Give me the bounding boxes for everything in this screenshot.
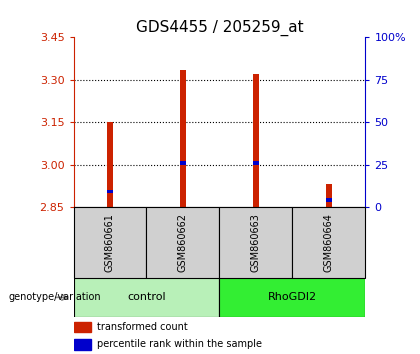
Bar bbox=[326, 198, 332, 202]
Text: GSM860662: GSM860662 bbox=[178, 213, 188, 272]
Text: transformed count: transformed count bbox=[97, 322, 188, 332]
Text: GSM860664: GSM860664 bbox=[324, 213, 334, 272]
Bar bbox=[107, 190, 113, 193]
Text: RhoGDI2: RhoGDI2 bbox=[268, 292, 317, 302]
Bar bbox=[220, 207, 292, 278]
Bar bbox=[74, 339, 91, 349]
Text: genotype/variation: genotype/variation bbox=[8, 292, 101, 302]
Bar bbox=[74, 278, 220, 317]
Bar bbox=[253, 161, 259, 165]
Text: GSM860663: GSM860663 bbox=[251, 213, 261, 272]
Bar bbox=[74, 207, 147, 278]
Bar bbox=[292, 207, 365, 278]
Bar bbox=[180, 70, 186, 207]
Bar bbox=[107, 122, 113, 207]
Text: GSM860661: GSM860661 bbox=[105, 213, 115, 272]
Bar bbox=[326, 184, 332, 207]
Bar bbox=[180, 161, 186, 165]
Title: GDS4455 / 205259_at: GDS4455 / 205259_at bbox=[136, 19, 303, 36]
Bar bbox=[74, 322, 91, 332]
Bar bbox=[253, 74, 259, 207]
Text: control: control bbox=[127, 292, 166, 302]
Bar bbox=[147, 207, 220, 278]
Bar bbox=[220, 278, 365, 317]
Text: percentile rank within the sample: percentile rank within the sample bbox=[97, 339, 262, 349]
